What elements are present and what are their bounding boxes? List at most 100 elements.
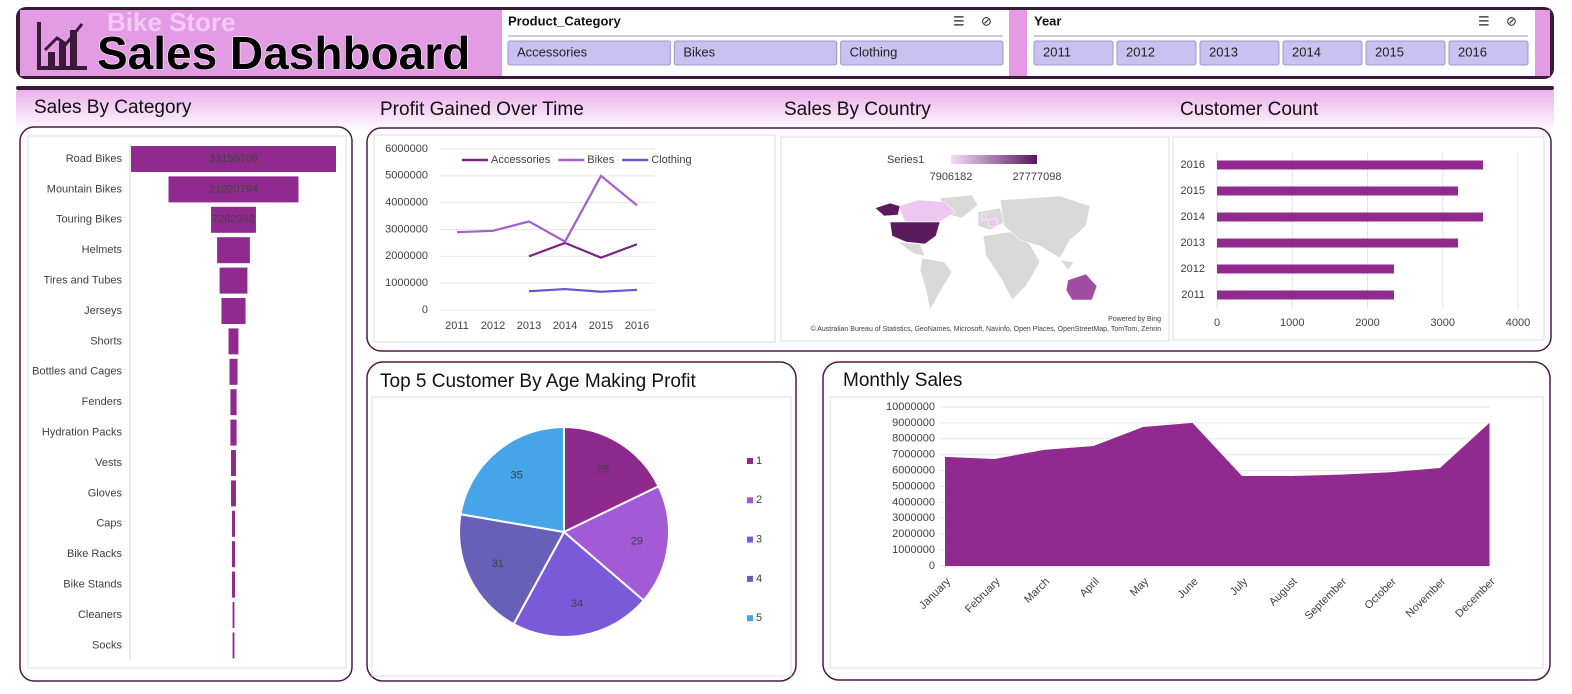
- category-label: Bottles and Cages: [32, 366, 122, 378]
- x-tick-label: 2014: [553, 320, 577, 332]
- powered-by: Powered by Bing: [1108, 316, 1161, 323]
- category-label: Touring Bikes: [56, 214, 123, 226]
- x-tick-label: 2015: [589, 320, 613, 332]
- slice-label: 35: [511, 470, 523, 482]
- bar: [1217, 186, 1459, 196]
- slice-label: 31: [492, 558, 504, 570]
- plot-frame: [780, 136, 1170, 342]
- slicer-button[interactable]: [1448, 40, 1529, 66]
- legend-label: 2: [756, 494, 762, 506]
- y-tick-label: 2000000: [385, 250, 428, 262]
- plot-frame: [373, 134, 776, 343]
- category-label: Hydration Packs: [42, 427, 123, 439]
- legend-min: 7906182: [930, 171, 973, 183]
- y-tick-label: 0: [929, 560, 935, 572]
- x-tick-label: 2011: [445, 320, 469, 332]
- y-tick-label: 6000000: [385, 143, 428, 155]
- y-tick-label: 2000000: [892, 528, 935, 540]
- y-tick-label: 5000000: [892, 480, 935, 492]
- y-tick-label: 3000000: [385, 223, 428, 235]
- y-tick-label: 3000000: [892, 512, 935, 524]
- slicer-button[interactable]: [1033, 40, 1114, 66]
- category-label: Bike Stands: [63, 579, 122, 591]
- slicer-item[interactable]: Accessories: [517, 44, 588, 59]
- slicer-title: Product_Category: [508, 13, 621, 28]
- category-label: Vests: [95, 457, 122, 469]
- legend-swatch: [747, 615, 753, 622]
- legend-label: 3: [756, 534, 762, 546]
- category-label: Jerseys: [84, 305, 122, 317]
- x-tick-label: 2013: [517, 320, 541, 332]
- attribution: © Australian Bureau of Statistics, GeoNa…: [810, 325, 1161, 333]
- value-label: 7262982: [212, 214, 255, 226]
- bar: [1217, 264, 1394, 274]
- series-line: [528, 241, 638, 259]
- slicer-button[interactable]: [673, 40, 838, 66]
- map-indonesia: [1059, 259, 1075, 271]
- x-tick-label: 4000: [1506, 317, 1530, 329]
- area: [945, 422, 1490, 566]
- map-alaska: [874, 202, 901, 217]
- chart-title: Profit Gained Over Time: [380, 99, 584, 120]
- header-title: Sales Dashboard: [97, 27, 470, 79]
- slicer-button[interactable]: [840, 40, 1004, 66]
- slicer-item[interactable]: 2011: [1043, 44, 1071, 59]
- y-tick-label: 2015: [1181, 185, 1205, 197]
- slicer-button[interactable]: [1116, 40, 1197, 66]
- y-tick-label: 9000000: [892, 417, 935, 429]
- map-asia: [999, 195, 1091, 259]
- y-tick-label: 6000000: [892, 465, 935, 477]
- bar: [231, 450, 236, 476]
- slicer-item[interactable]: 2013: [1209, 44, 1238, 59]
- slicer-item[interactable]: 2015: [1375, 44, 1404, 59]
- slicer-button[interactable]: [1199, 40, 1280, 66]
- bar: [231, 541, 236, 568]
- bar: [231, 510, 236, 537]
- legend-label: Bikes: [587, 154, 614, 166]
- series-line: [456, 174, 638, 244]
- slicer-item[interactable]: 2016: [1458, 44, 1487, 59]
- category-label: Socks: [92, 639, 122, 651]
- legend-label: Accessories: [491, 154, 551, 166]
- bar: [231, 571, 236, 598]
- bar: [228, 328, 239, 355]
- legend-swatch: [747, 458, 753, 464]
- value-label: 21020794: [209, 183, 258, 195]
- legend-label: 1: [756, 455, 762, 467]
- legend-swatch: [747, 536, 753, 543]
- pie-slice: [512, 530, 646, 638]
- slicer-button[interactable]: [507, 40, 671, 66]
- x-tick-label: 3000: [1431, 317, 1455, 329]
- map-south-america: [919, 257, 953, 311]
- slicer-item[interactable]: Bikes: [683, 44, 715, 59]
- y-tick-label: 4000000: [385, 197, 428, 209]
- legend-label: Clothing: [651, 154, 691, 166]
- y-tick-label: 2016: [1181, 159, 1205, 171]
- y-tick-label: 7000000: [892, 449, 935, 461]
- y-tick-label: 8000000: [892, 433, 935, 445]
- chart-title: Customer Count: [1180, 99, 1319, 120]
- slicer-item[interactable]: Clothing: [850, 44, 898, 59]
- x-tick-label: 2016: [625, 320, 649, 332]
- slicer-button[interactable]: [1282, 40, 1363, 66]
- map-uk: [981, 213, 987, 221]
- bar: [1217, 238, 1459, 248]
- y-tick-label: 4000000: [892, 496, 935, 508]
- y-tick-label: 5000000: [385, 170, 428, 182]
- y-tick-label: 2013: [1181, 237, 1205, 249]
- slicer-item[interactable]: 2012: [1126, 44, 1155, 59]
- y-tick-label: 1000000: [892, 544, 935, 556]
- bar: [211, 206, 256, 233]
- slice-label: 29: [631, 535, 643, 547]
- legend-swatch: [747, 575, 753, 582]
- category-label: Cleaners: [78, 609, 123, 621]
- category-label: Bike Racks: [67, 548, 123, 560]
- category-label: Gloves: [88, 487, 123, 499]
- value-label: 33150708: [209, 153, 258, 165]
- chart-title: Sales By Category: [34, 97, 192, 118]
- slicer-button[interactable]: [1365, 40, 1446, 66]
- y-tick-label: 2012: [1181, 263, 1205, 275]
- slicer-item[interactable]: 2014: [1292, 44, 1321, 59]
- bar: [229, 358, 238, 385]
- bar: [1217, 212, 1484, 222]
